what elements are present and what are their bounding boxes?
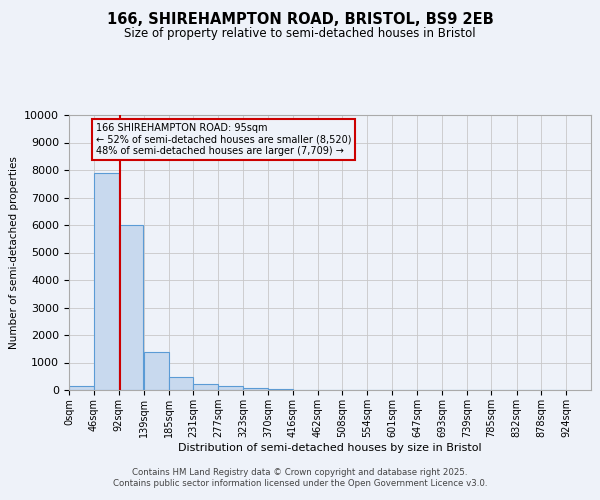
Text: 166 SHIREHAMPTON ROAD: 95sqm
← 52% of semi-detached houses are smaller (8,520)
4: 166 SHIREHAMPTON ROAD: 95sqm ← 52% of se… — [96, 123, 352, 156]
Bar — [144, 352, 169, 390]
Bar — [243, 388, 268, 390]
Bar — [218, 386, 243, 390]
Bar — [69, 386, 94, 390]
Bar — [268, 388, 293, 390]
Bar — [119, 225, 143, 390]
Bar — [94, 173, 119, 390]
Text: 166, SHIREHAMPTON ROAD, BRISTOL, BS9 2EB: 166, SHIREHAMPTON ROAD, BRISTOL, BS9 2EB — [107, 12, 493, 28]
Text: Contains HM Land Registry data © Crown copyright and database right 2025.
Contai: Contains HM Land Registry data © Crown c… — [113, 468, 487, 487]
X-axis label: Distribution of semi-detached houses by size in Bristol: Distribution of semi-detached houses by … — [178, 442, 482, 452]
Y-axis label: Number of semi-detached properties: Number of semi-detached properties — [9, 156, 19, 349]
Bar — [169, 377, 193, 390]
Bar — [193, 384, 218, 390]
Text: Size of property relative to semi-detached houses in Bristol: Size of property relative to semi-detach… — [124, 28, 476, 40]
